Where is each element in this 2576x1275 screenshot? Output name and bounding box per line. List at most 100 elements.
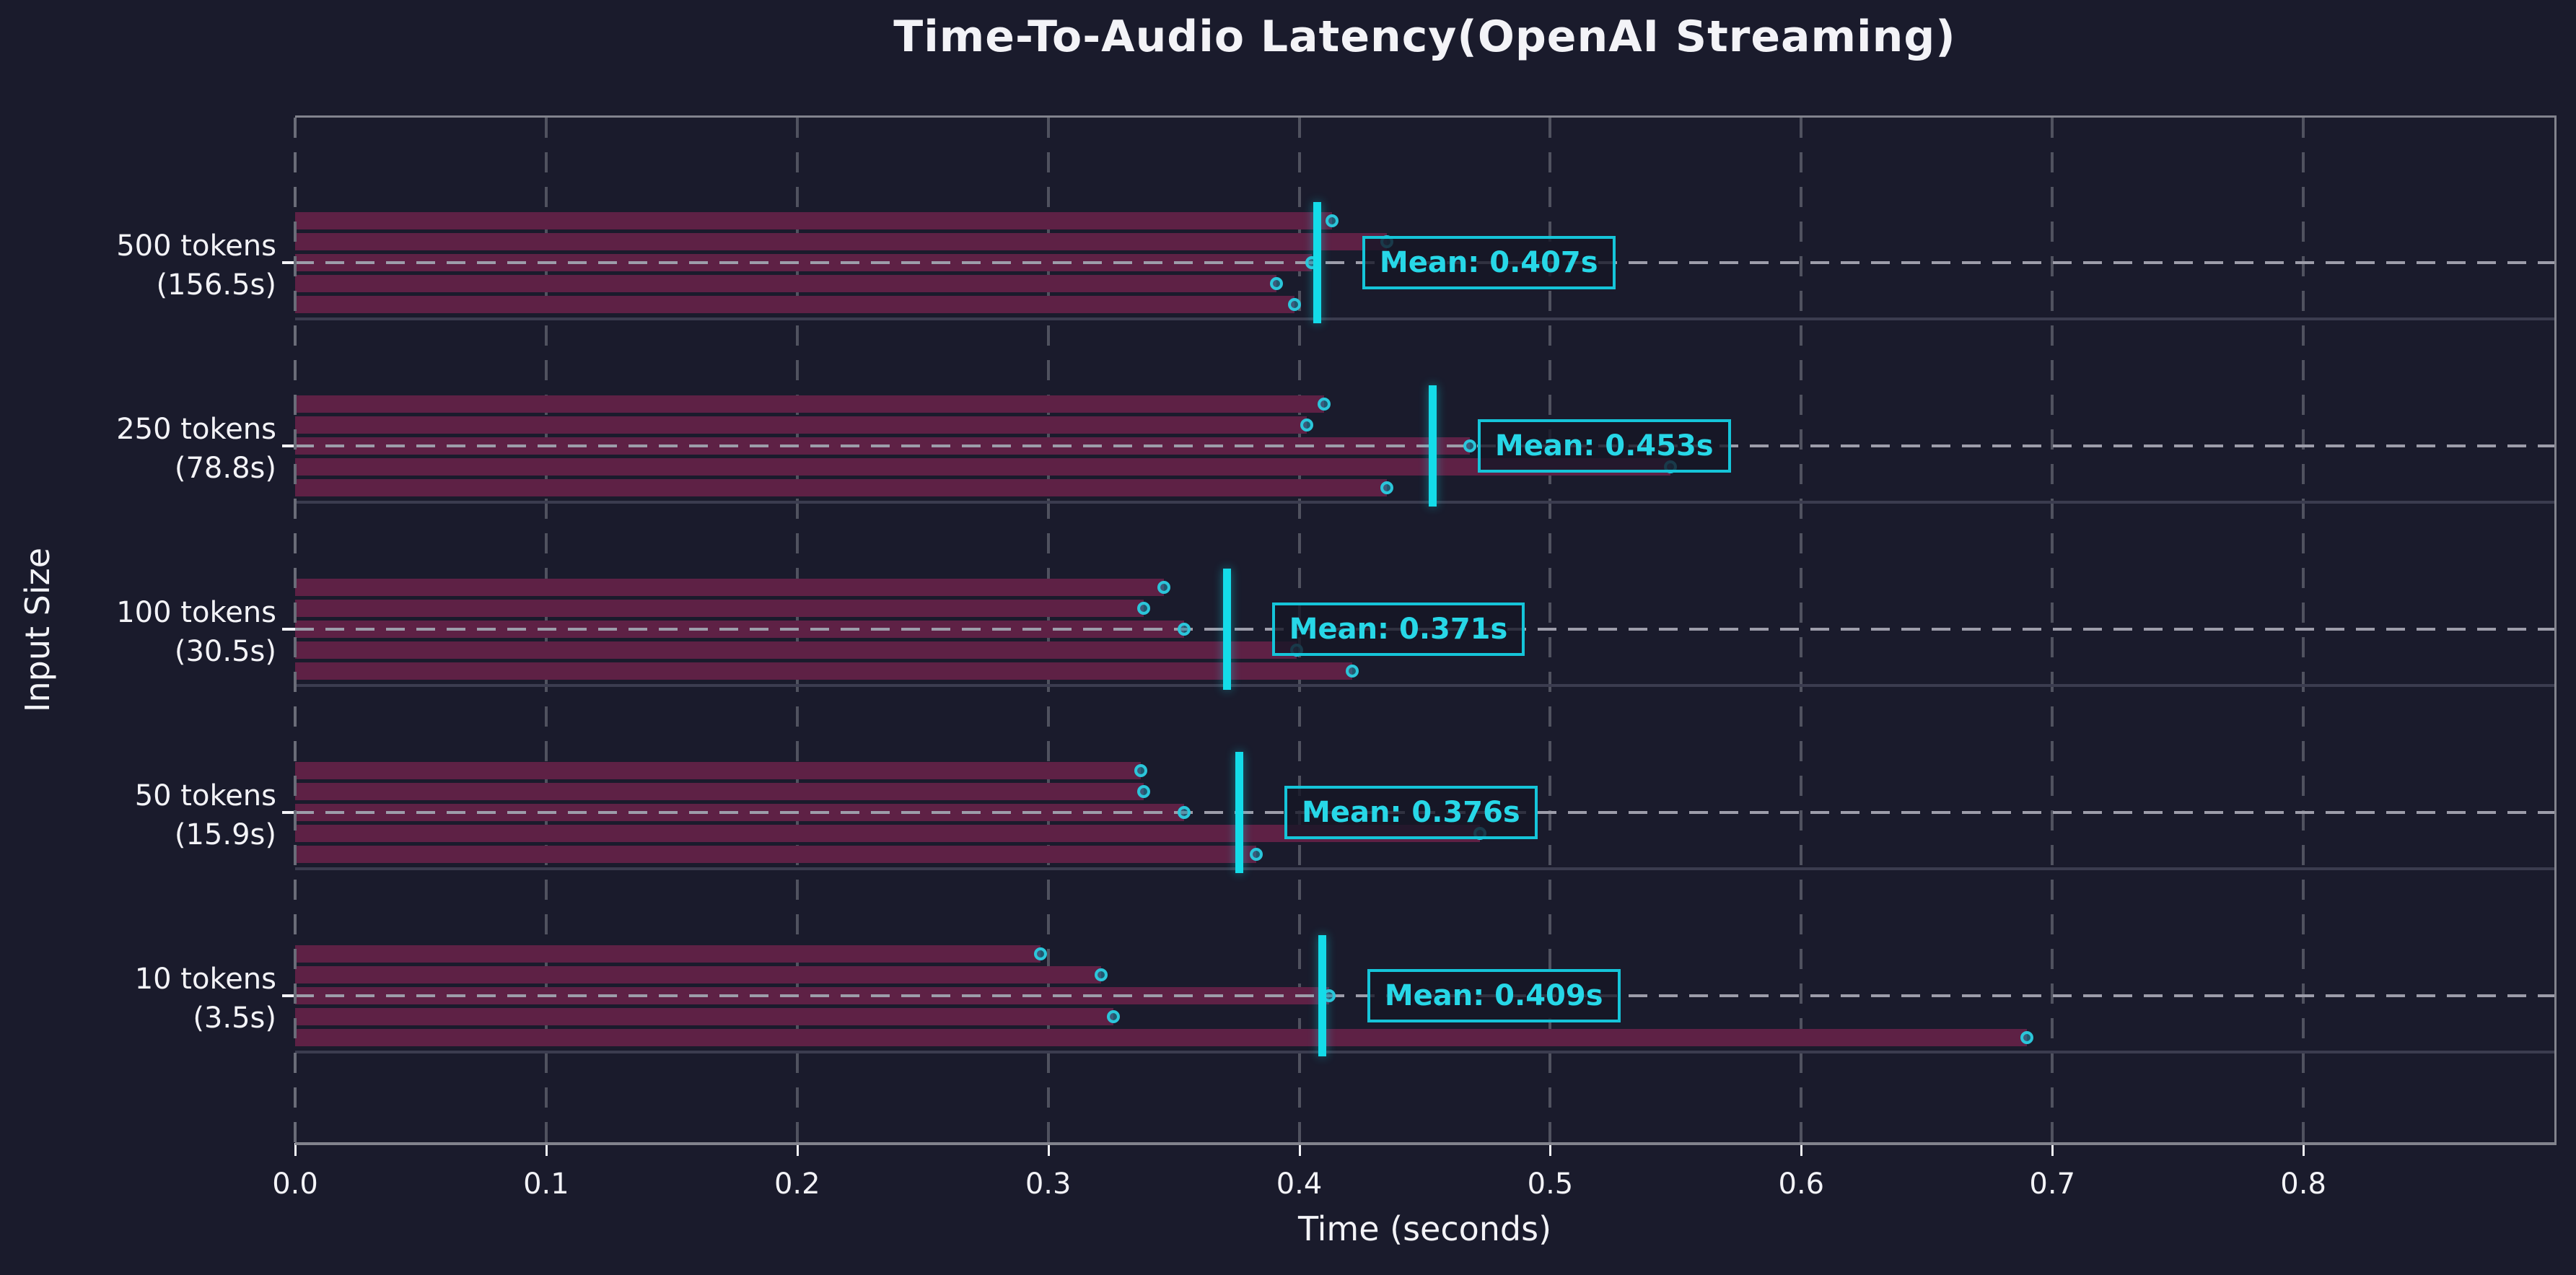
mean-line [1428, 385, 1437, 507]
bar [295, 600, 1144, 617]
observation-dot [1270, 277, 1284, 290]
x-tick-label: 0.3 [1025, 1167, 1072, 1201]
y-tick-label-tokens: 250 tokens [116, 413, 276, 446]
y-tick-label-tokens: 500 tokens [116, 229, 276, 263]
y-tick-label-tokens: 100 tokens [116, 596, 276, 629]
observation-dot [1157, 581, 1170, 594]
bar [295, 579, 1164, 596]
mean-label: Mean: 0.409s [1367, 969, 1621, 1022]
bar [295, 641, 1297, 659]
observation-dot [1136, 602, 1150, 615]
observation-dot [1463, 439, 1477, 452]
bar [295, 296, 1294, 313]
y-tick-label-duration: (30.5s) [174, 635, 276, 668]
x-tick-label: 0.0 [272, 1167, 318, 1201]
bar [295, 945, 1041, 963]
y-tick-label-duration: (156.5s) [156, 268, 276, 302]
y-tick-label: 500 tokens (156.5s) [0, 227, 276, 304]
observation-dot [1287, 298, 1301, 311]
bar [295, 762, 1142, 779]
bar [295, 212, 1332, 229]
grid-line-horizontal [295, 444, 2554, 447]
x-tick-label: 0.8 [2280, 1167, 2326, 1201]
group-separator [295, 501, 2554, 504]
observation-dot [1250, 848, 1263, 861]
observation-dot [1325, 214, 1339, 227]
x-tick-mark [545, 1143, 548, 1156]
bar [295, 846, 1257, 863]
bar [295, 966, 1101, 983]
left-axis-dashed-line [294, 118, 297, 1143]
y-tick-mark [282, 261, 295, 264]
mean-label: Mean: 0.376s [1284, 786, 1538, 839]
x-tick-label: 0.5 [1527, 1167, 1574, 1201]
bar [295, 662, 1352, 680]
observation-dot [1107, 1010, 1121, 1023]
bar [295, 1008, 1114, 1025]
observation-dot [1177, 806, 1191, 819]
bar [295, 233, 1388, 250]
observation-dot [1094, 968, 1108, 981]
y-tick-label: 250 tokens (78.8s) [0, 410, 276, 488]
x-axis-label: Time (seconds) [1297, 1209, 1552, 1248]
mean-line [1222, 569, 1231, 690]
spine-top [295, 115, 2557, 118]
y-tick-mark [282, 444, 295, 447]
x-tick-mark [2051, 1143, 2054, 1156]
observation-dot [1034, 947, 1048, 960]
bar [295, 479, 1388, 496]
mean-label: Mean: 0.371s [1271, 603, 1525, 656]
group-separator [295, 867, 2554, 870]
x-tick-mark [1549, 1143, 1552, 1156]
bar [295, 275, 1277, 292]
mean-line [1313, 202, 1321, 323]
x-tick-label: 0.4 [1276, 1167, 1323, 1201]
y-tick-label-tokens: 50 tokens [134, 779, 276, 812]
y-tick-label-duration: (78.8s) [174, 452, 276, 485]
observation-dot [1134, 764, 1148, 777]
y-tick-mark [282, 994, 295, 997]
x-tick-label: 0.2 [774, 1167, 820, 1201]
observation-dot [1345, 665, 1359, 678]
y-tick-label-duration: (3.5s) [193, 1002, 276, 1035]
y-tick-label: 50 tokens (15.9s) [0, 776, 276, 854]
observation-dot [1177, 623, 1191, 636]
x-tick-mark [294, 1143, 297, 1156]
y-tick-label-tokens: 10 tokens [134, 963, 276, 996]
x-tick-mark [1298, 1143, 1301, 1156]
observation-dot [1380, 481, 1394, 494]
x-tick-label: 0.7 [2029, 1167, 2076, 1201]
chart-title: Time-To-Audio Latency(OpenAI Streaming) [893, 12, 1956, 62]
observation-dot [1136, 785, 1150, 798]
y-tick-mark [282, 628, 295, 631]
bar [295, 458, 1671, 476]
bar [295, 1029, 2028, 1046]
mean-line [1235, 752, 1244, 873]
group-separator [295, 317, 2554, 320]
mean-label: Mean: 0.407s [1362, 236, 1616, 289]
y-tick-label-duration: (15.9s) [174, 818, 276, 851]
spine-bottom [295, 1142, 2557, 1145]
x-tick-label: 0.1 [523, 1167, 569, 1201]
y-tick-label: 10 tokens (3.5s) [0, 960, 276, 1038]
group-separator [295, 684, 2554, 687]
x-tick-mark [1047, 1143, 1050, 1156]
group-separator [295, 1051, 2554, 1053]
bar [295, 416, 1307, 434]
observation-dot [1318, 398, 1331, 411]
spine-right [2554, 115, 2557, 1145]
x-tick-mark [1800, 1143, 1803, 1156]
mean-line [1318, 935, 1326, 1056]
mean-label: Mean: 0.453s [1477, 419, 1731, 473]
x-tick-label: 0.6 [1778, 1167, 1825, 1201]
observation-dot [2020, 1031, 2034, 1044]
y-tick-mark [282, 811, 295, 814]
x-tick-mark [796, 1143, 799, 1156]
bar [295, 783, 1144, 800]
x-tick-mark [2303, 1143, 2305, 1156]
bar [295, 825, 1481, 842]
bar [295, 395, 1325, 413]
observation-dot [1300, 419, 1313, 431]
y-tick-label: 100 tokens (30.5s) [0, 593, 276, 671]
